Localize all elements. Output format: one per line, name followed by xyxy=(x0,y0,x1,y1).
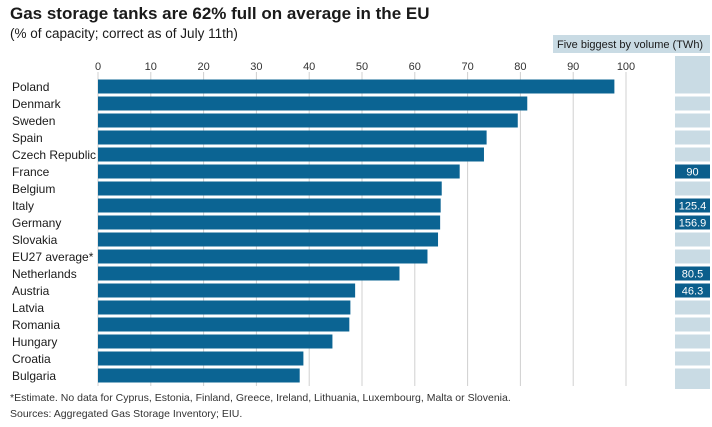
bar xyxy=(98,249,428,264)
bar xyxy=(98,130,487,145)
category-label: Belgium xyxy=(12,182,55,196)
category-label: Spain xyxy=(12,131,43,145)
x-axis-ticks: 0 10 20 30 40 50 60 70 80 90 100 xyxy=(95,61,635,73)
category-label: Romania xyxy=(12,318,60,332)
bar xyxy=(98,317,350,332)
category-label: Czech Republic xyxy=(12,148,96,162)
bar xyxy=(98,113,518,128)
bar xyxy=(98,198,441,213)
volume-box xyxy=(675,198,710,213)
bar xyxy=(98,181,442,196)
volume-separator xyxy=(675,212,710,216)
volume-separator xyxy=(675,348,710,352)
bar xyxy=(98,147,484,162)
volume-label: 46.3 xyxy=(682,286,703,298)
tick-label: 50 xyxy=(356,61,368,73)
category-label: Sweden xyxy=(12,114,55,128)
volume-separator xyxy=(675,246,710,250)
chart-subtitle: (% of capacity; correct as of July 11th) xyxy=(10,26,238,41)
volume-separator xyxy=(675,161,710,165)
volume-separator xyxy=(675,314,710,318)
volume-separator xyxy=(675,195,710,199)
chart-title: Gas storage tanks are 62% full on averag… xyxy=(10,4,430,23)
volume-separator xyxy=(675,280,710,284)
tick-label: 30 xyxy=(250,61,262,73)
footnote: *Estimate. No data for Cyprus, Estonia, … xyxy=(10,392,511,404)
volume-label: 125.4 xyxy=(679,201,707,213)
category-label: Germany xyxy=(12,216,61,230)
volume-separator xyxy=(675,365,710,369)
tick-label: 60 xyxy=(409,61,421,73)
volume-header: Five biggest by volume (TWh) xyxy=(557,39,703,51)
category-label: Denmark xyxy=(12,97,62,111)
category-label: Poland xyxy=(12,80,49,94)
bar xyxy=(98,96,528,111)
tick-label: 80 xyxy=(514,61,526,73)
volume-box xyxy=(675,266,710,281)
category-labels: Poland Denmark Sweden Spain Czech Republic Fr… xyxy=(12,80,96,383)
category-label: Croatia xyxy=(12,352,51,366)
volume-separator xyxy=(675,178,710,182)
bar xyxy=(98,300,351,315)
category-label: Bulgaria xyxy=(12,369,56,383)
category-label: Slovakia xyxy=(12,233,58,247)
tick-label: 0 xyxy=(95,61,101,73)
bars xyxy=(98,79,615,383)
sources: Sources: Aggregated Gas Storage Inventor… xyxy=(10,408,243,420)
volume-separator xyxy=(675,263,710,267)
tick-label: 10 xyxy=(145,61,157,73)
volume-separator xyxy=(675,331,710,335)
bar xyxy=(98,79,615,94)
volume-label: 80.5 xyxy=(682,269,703,281)
volume-separator xyxy=(675,229,710,233)
category-label: Austria xyxy=(12,284,50,298)
tick-label: 100 xyxy=(617,61,635,73)
volume-column: Five biggest by volume (TWh) 90 125.4 156.9… xyxy=(553,35,710,389)
volume-separator xyxy=(675,110,710,114)
volume-label: 90 xyxy=(686,167,698,179)
tick-label: 40 xyxy=(303,61,315,73)
category-label: Latvia xyxy=(12,301,44,315)
bar xyxy=(98,351,304,366)
tick-label: 90 xyxy=(567,61,579,73)
category-label: France xyxy=(12,165,50,179)
bar xyxy=(98,368,300,383)
tick-label: 20 xyxy=(197,61,209,73)
volume-box xyxy=(675,215,710,230)
volume-separator xyxy=(675,297,710,301)
volume-box xyxy=(675,164,710,179)
bar xyxy=(98,334,333,349)
bar xyxy=(98,266,400,281)
volume-separator xyxy=(675,127,710,131)
tick-label: 70 xyxy=(461,61,473,73)
bar xyxy=(98,283,356,298)
bar xyxy=(98,232,439,247)
category-label: EU27 average* xyxy=(12,250,94,264)
volume-separator xyxy=(675,93,710,97)
bar xyxy=(98,215,441,230)
volume-label: 156.9 xyxy=(679,218,707,230)
volume-header-box xyxy=(553,35,710,53)
bar xyxy=(98,164,460,179)
volume-separator xyxy=(675,144,710,148)
category-label: Hungary xyxy=(12,335,57,349)
volume-box xyxy=(675,283,710,298)
category-label: Netherlands xyxy=(12,267,77,281)
category-label: Italy xyxy=(12,199,34,213)
